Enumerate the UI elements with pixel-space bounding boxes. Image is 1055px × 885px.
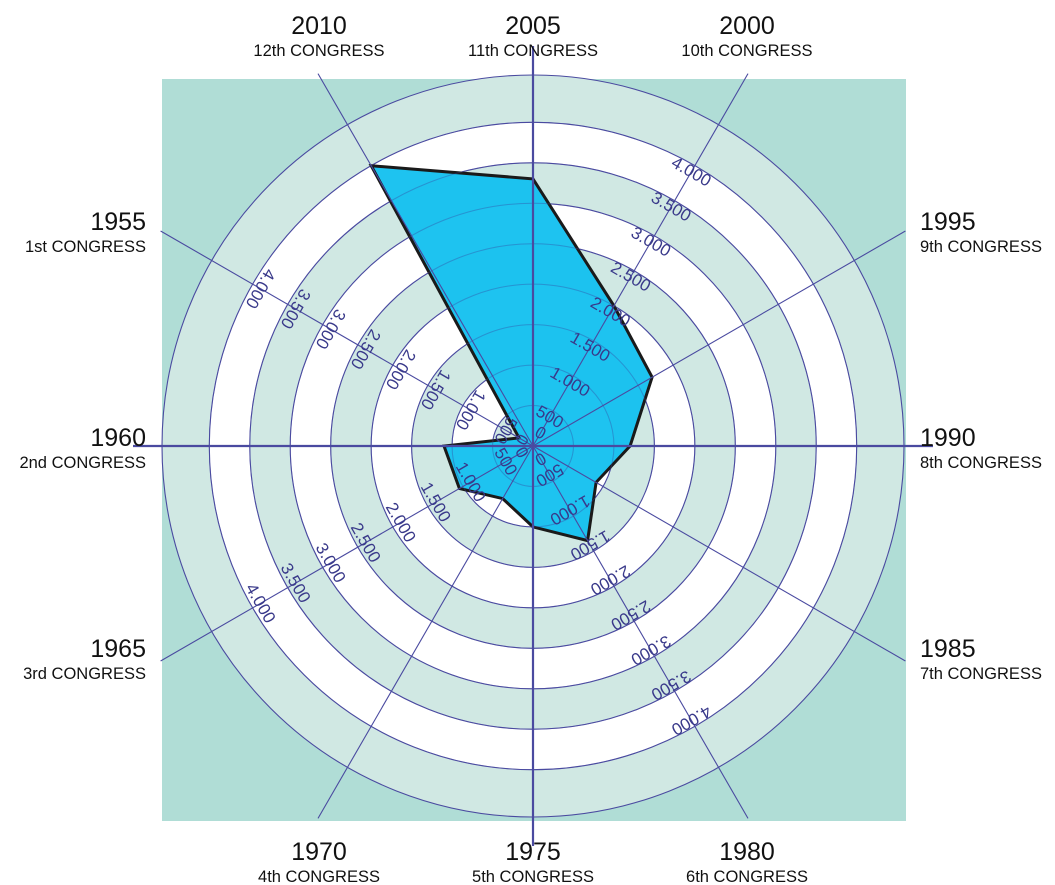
- spoke-1965: [160, 445, 534, 662]
- axis-label-1990: 1990 8th CONGRESS: [920, 424, 1042, 472]
- axis-year-label: 2010: [291, 12, 347, 40]
- axis-congress-label: 12th CONGRESS: [253, 42, 384, 60]
- axis-label-2000: 2000 10th CONGRESS: [681, 12, 812, 60]
- axis-label-1980: 1980 6th CONGRESS: [686, 838, 808, 885]
- axis-congress-label: 8th CONGRESS: [920, 454, 1042, 472]
- axis-year-label: 1980: [719, 838, 775, 866]
- axis-year-label: 1965: [90, 635, 146, 663]
- axis-label-1985: 1985 7th CONGRESS: [920, 635, 1042, 683]
- axis-congress-label: 6th CONGRESS: [686, 868, 808, 885]
- axis-congress-label: 10th CONGRESS: [681, 42, 812, 60]
- spoke-2000: [532, 73, 749, 447]
- axis-label-1975: 1975 5th CONGRESS: [472, 838, 594, 885]
- spoke-1985: [532, 445, 906, 662]
- spoke-1970: [317, 445, 534, 819]
- spoke-2010: [317, 73, 534, 447]
- axis-label-1955: 1955 1st CONGRESS: [25, 208, 146, 256]
- axis-year-label: 1985: [920, 635, 976, 663]
- spoke-1995: [532, 230, 906, 447]
- axis-congress-label: 3rd CONGRESS: [23, 665, 146, 683]
- axis-year-label: 1995: [920, 208, 976, 236]
- spoke-1980: [532, 445, 749, 819]
- spoke-1955: [160, 230, 534, 447]
- axis-year-label: 1970: [291, 838, 347, 866]
- axis-year-label: 2000: [719, 12, 775, 40]
- axis-label-2010: 2010 12th CONGRESS: [253, 12, 384, 60]
- axis-year-label: 1990: [920, 424, 976, 452]
- axis-label-1970: 1970 4th CONGRESS: [258, 838, 380, 885]
- axis-congress-label: 7th CONGRESS: [920, 665, 1042, 683]
- axis-year-label: 1960: [90, 424, 146, 452]
- axis-year-label: 1975: [505, 838, 561, 866]
- axis-label-1965: 1965 3rd CONGRESS: [23, 635, 146, 683]
- axis-year-label: 2005: [505, 12, 561, 40]
- axis-congress-label: 1st CONGRESS: [25, 238, 146, 256]
- axis-congress-label: 9th CONGRESS: [920, 238, 1042, 256]
- axis-label-2005: 2005 11th CONGRESS: [468, 12, 598, 60]
- axis-congress-label: 4th CONGRESS: [258, 868, 380, 885]
- axis-label-1995: 1995 9th CONGRESS: [920, 208, 1042, 256]
- axis-congress-label: 2nd CONGRESS: [19, 454, 146, 472]
- axis-year-label: 1955: [90, 208, 146, 236]
- axis-congress-label: 11th CONGRESS: [468, 42, 598, 60]
- axis-spokes: [133, 46, 933, 846]
- axis-labels: 2005 11th CONGRESS 2000 10th CONGRESS 1995 9t…: [19, 12, 1042, 885]
- axis-label-1960: 1960 2nd CONGRESS: [19, 424, 146, 472]
- axis-congress-label: 5th CONGRESS: [472, 868, 594, 885]
